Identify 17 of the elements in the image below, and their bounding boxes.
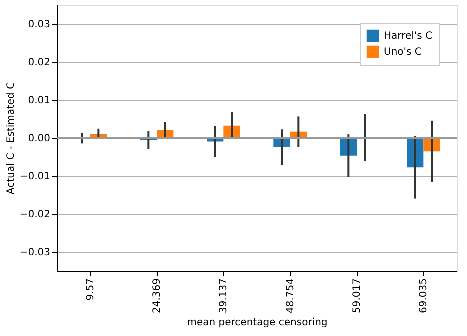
y-axis-title: Actual C - Estimated C (6, 82, 17, 195)
y-tick-label: −0.01 (20, 172, 50, 182)
legend-label: Harrel's C (384, 31, 433, 42)
y-tick-label: 0.01 (28, 96, 50, 106)
x-axis-title: mean percentage censoring (187, 317, 328, 328)
y-tick-label: −0.02 (20, 210, 50, 220)
y-tick-label: 0.00 (28, 134, 50, 144)
legend-label: Uno's C (384, 47, 422, 58)
x-tick-label: 9.57 (85, 278, 96, 301)
y-tick-label: 0.02 (28, 58, 50, 68)
x-tick-label: 24.369 (152, 278, 163, 314)
y-tick-label: −0.03 (20, 248, 50, 258)
x-tick-label: 69.035 (418, 278, 430, 314)
x-tick-label: 39.137 (218, 278, 230, 314)
x-tick-label: 59.017 (352, 278, 363, 314)
x-tick-label: 48.754 (285, 278, 296, 314)
y-tick-label: 0.03 (28, 20, 50, 30)
